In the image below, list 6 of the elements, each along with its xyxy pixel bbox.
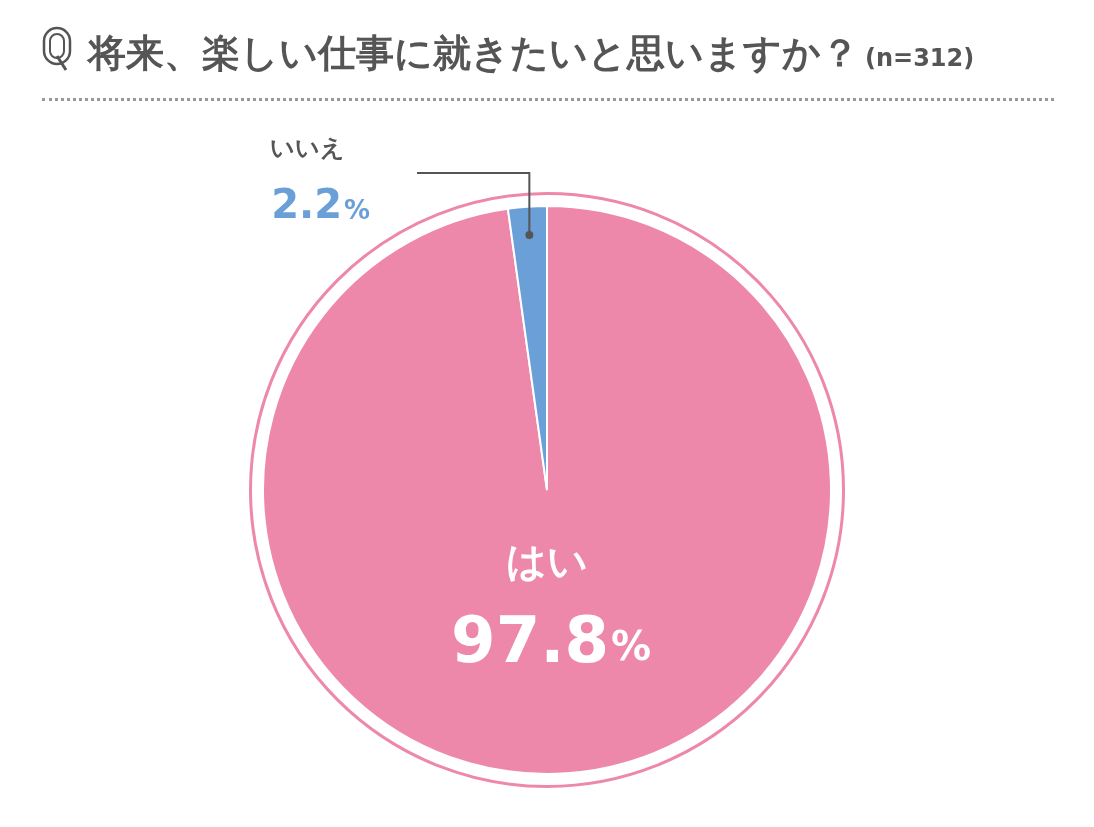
text: (n=312) xyxy=(865,44,975,72)
slice-label: いいえ xyxy=(269,134,345,163)
data-label: 97.8% xyxy=(451,602,652,677)
slice-label: はい xyxy=(506,538,588,585)
chart-title: 将来、楽しい仕事に就きたいと思いますか？ xyxy=(88,31,859,75)
data-label: 2.2% xyxy=(271,181,371,228)
